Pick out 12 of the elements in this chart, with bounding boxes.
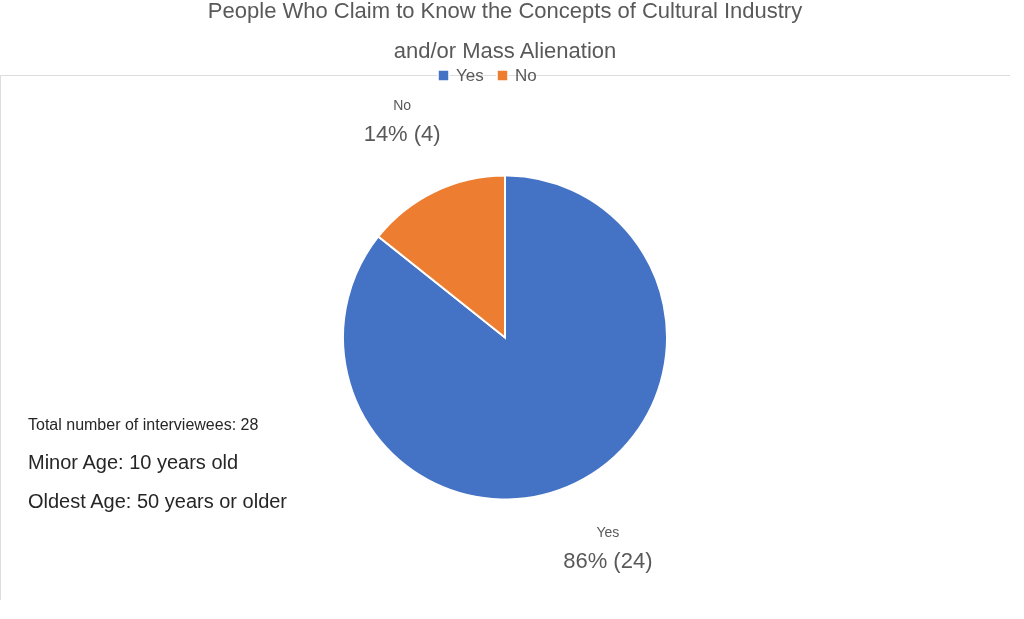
slice-label: No <box>393 96 412 113</box>
pie-slice <box>342 174 668 501</box>
text: People Who Claim to Know the Concepts of Cultural Industry <box>207 0 803 23</box>
legend-label: Yes <box>456 65 484 85</box>
text: Minor Age: 10 years old <box>28 451 239 473</box>
text: and/or Mass Alienation <box>393 38 617 63</box>
text: Total number of interviewees: 28 <box>28 416 259 433</box>
data-label: 14% (4) <box>363 120 441 146</box>
text: Oldest Age: 50 years or older <box>28 490 288 512</box>
legend-label: No <box>515 65 537 85</box>
data-label: 86% (24) <box>563 548 653 574</box>
slice-label: Yes <box>596 524 620 541</box>
